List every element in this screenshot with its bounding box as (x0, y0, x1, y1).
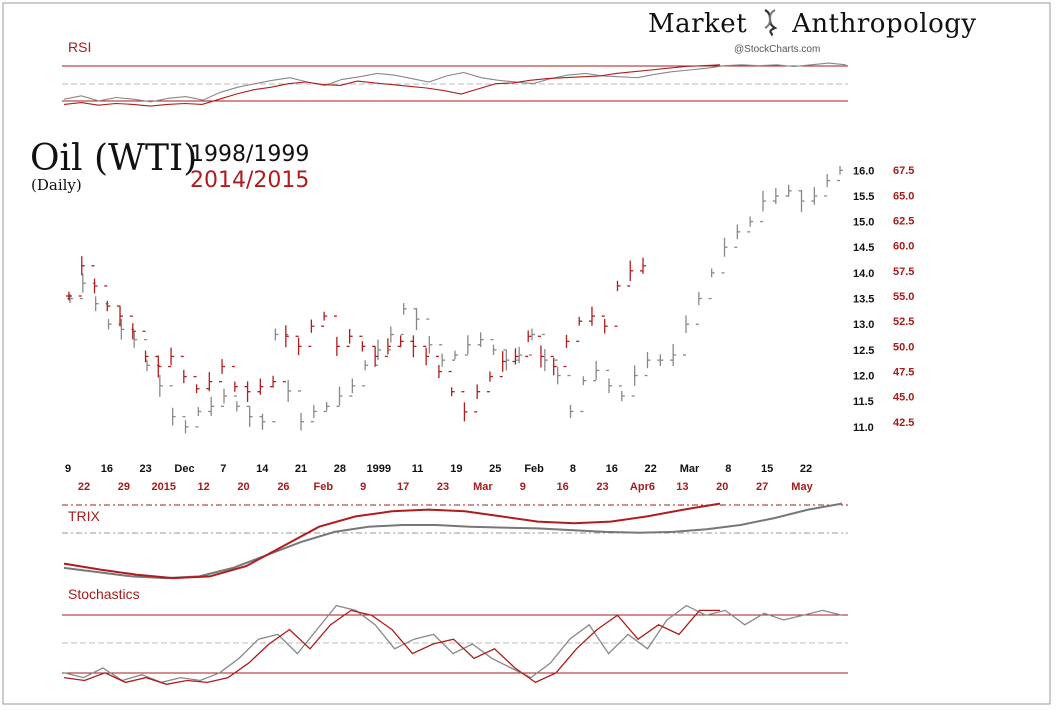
x-tick-1998: 8 (570, 463, 576, 475)
legend-2014: 2014/2015 (190, 168, 310, 193)
trix-label: TRIX (68, 508, 100, 524)
x-tick-1998: 19 (450, 463, 462, 475)
x-tick-2014: 29 (118, 481, 130, 493)
rsi-panel (62, 62, 848, 107)
y-tick-2014: 57.5 (893, 266, 914, 278)
chart-subtitle: (Daily) (31, 176, 82, 194)
x-tick-1998: 7 (220, 463, 226, 475)
y-tick-2014: 45.0 (893, 392, 914, 404)
x-tick-1998: Feb (524, 463, 544, 475)
x-tick-2014: 23 (437, 481, 449, 493)
chart-title: Oil (WTI) (30, 138, 198, 179)
y-tick-1998: 14.0 (853, 268, 874, 280)
y-tick-1998: 13.5 (853, 294, 874, 306)
x-tick-2014: 26 (277, 481, 289, 493)
y-tick-1998: 15.0 (853, 217, 874, 229)
legend-1998: 1998/1999 (190, 142, 310, 167)
x-tick-2014: 9 (520, 481, 526, 493)
price-axis-2014: 42.5 45.0 47.5 50.0 52.5 55.0 57.5 60.0 62.5 65.0… (893, 165, 914, 429)
x-tick-1998: 16 (101, 463, 113, 475)
x-tick-2014: 13 (676, 481, 688, 493)
price-axis-1998: 11.0 11.5 12.0 12.5 13.0 13.5 14.0 14.5 15.0 15.5… (853, 165, 874, 434)
brand-part1: Market (648, 9, 748, 39)
x-tick-1998: Dec (174, 463, 194, 475)
y-tick-2014: 55.0 (893, 291, 914, 303)
rsi-line-2014 (63, 64, 721, 107)
x-tick-1998: 15 (761, 463, 773, 475)
x-tick-2014: Apr6 (630, 481, 655, 493)
y-tick-2014: 67.5 (893, 165, 914, 177)
y-tick-2014: 60.0 (893, 241, 914, 253)
x-tick-1998: 25 (489, 463, 501, 475)
y-tick-1998: 16.0 (853, 165, 874, 177)
dna-helix-icon (764, 9, 778, 36)
y-tick-1998: 11.0 (853, 422, 874, 434)
y-tick-2014: 47.5 (893, 367, 914, 379)
x-tick-1998: 1999 (366, 463, 390, 475)
y-tick-1998: 13.0 (853, 319, 874, 331)
source-credit: @StockCharts.com (734, 44, 821, 55)
y-tick-1998: 11.5 (853, 396, 874, 408)
x-tick-2014: May (791, 481, 813, 493)
brand-part2: Anthropology (792, 9, 977, 39)
brand-title: Market Anthropology (648, 8, 977, 39)
stochastics-label: Stochastics (68, 586, 140, 602)
x-tick-1998: 21 (295, 463, 307, 475)
x-tick-2014: Feb (314, 481, 334, 493)
x-tick-1998: 11 (412, 463, 424, 475)
y-tick-2014: 65.0 (893, 190, 914, 202)
x-tick-1998: 8 (725, 463, 731, 475)
y-tick-2014: 50.0 (893, 341, 914, 353)
price-panel (66, 165, 843, 434)
stoch-line-1998 (63, 604, 843, 684)
rsi-line-1998 (63, 62, 847, 103)
trix-panel (62, 502, 848, 580)
x-tick-1998: 22 (645, 463, 657, 475)
stochastics-panel (62, 604, 848, 685)
y-tick-2014: 62.5 (893, 215, 914, 227)
y-tick-1998: 12.5 (853, 345, 874, 357)
rsi-label: RSI (68, 39, 92, 55)
y-tick-2014: 42.5 (893, 417, 914, 429)
y-tick-1998: 15.5 (853, 191, 874, 203)
x-tick-2014: 2015 (152, 481, 176, 493)
x-tick-2014: 16 (557, 481, 569, 493)
y-tick-2014: 52.5 (893, 316, 914, 328)
x-tick-1998: Mar (680, 463, 700, 475)
x-axis-1998: 9 16 23 Dec 7 14 21 28 1999 11 19 25 Feb 8 16 22 Mar 8 15 2… (65, 463, 812, 475)
x-tick-2014: 20 (716, 481, 728, 493)
x-tick-1998: 9 (65, 463, 71, 475)
x-tick-1998: 23 (140, 463, 152, 475)
x-tick-2014: 23 (596, 481, 608, 493)
y-tick-1998: 12.0 (853, 371, 874, 383)
x-tick-1998: 28 (334, 463, 346, 475)
x-axis-2014: 22 29 2015 12 20 26 Feb 9 17 23 Mar 9 16 23 Apr6 13 20 27… (78, 481, 814, 493)
x-tick-2014: 12 (198, 481, 210, 493)
trix-line-2014 (63, 502, 721, 580)
x-tick-1998: 16 (606, 463, 618, 475)
x-tick-1998: 22 (800, 463, 812, 475)
stoch-line-2014 (63, 609, 720, 685)
y-tick-1998: 14.5 (853, 242, 874, 254)
x-tick-2014: 17 (397, 481, 409, 493)
x-tick-2014: Mar (473, 481, 493, 493)
x-tick-1998: 14 (256, 463, 269, 475)
x-tick-2014: 20 (237, 481, 249, 493)
x-tick-2014: 9 (360, 481, 366, 493)
x-tick-2014: 22 (78, 481, 90, 493)
x-tick-2014: 27 (756, 481, 768, 493)
